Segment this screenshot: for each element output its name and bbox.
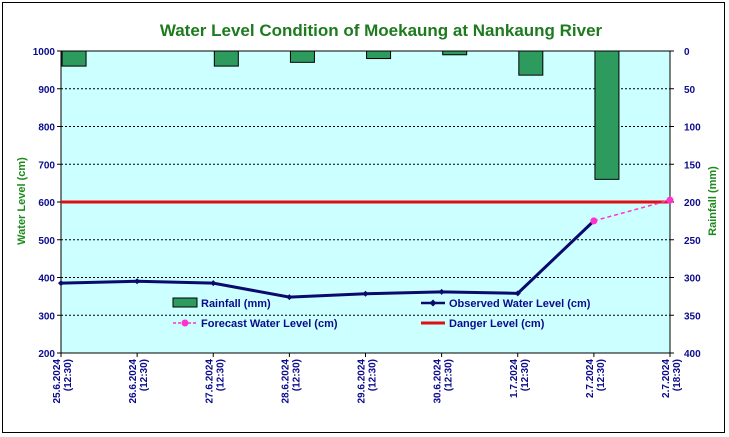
y-tick-label: 800	[38, 123, 55, 134]
observed-point	[58, 280, 64, 287]
legend-marker-forecast	[181, 319, 189, 327]
y2-tick-label: 200	[684, 198, 701, 209]
observed-point	[134, 278, 141, 285]
plot-area: 200 300 400 500 600 700 800 900 1000 0 50 100 150 200…	[33, 47, 701, 404]
y-axis-title: Water Level (cm)	[16, 157, 28, 245]
legend-marker-observed	[429, 299, 437, 307]
observed-water-level-line	[60, 219, 595, 299]
x-tick-label: 26.6.2024(12:30)	[128, 359, 150, 404]
observed-point	[438, 288, 445, 295]
y-tick-label: 1000	[33, 47, 56, 58]
y2-tick-label: 400	[684, 349, 701, 360]
y-tick-label: 400	[38, 274, 55, 285]
rainfall-bar	[518, 50, 544, 76]
y-tick-label: 500	[38, 236, 55, 247]
y-tick-label: 700	[38, 160, 55, 171]
observed-point	[286, 294, 293, 301]
rainfall-bar	[594, 50, 620, 180]
rainfall-bar	[289, 50, 315, 63]
rainfall-bar	[366, 50, 392, 60]
legend-label: Danger Level (cm)	[449, 318, 545, 330]
observed-point	[514, 290, 521, 297]
legend-label: Rainfall (mm)	[201, 298, 271, 310]
forecast-point	[590, 217, 598, 225]
chart: Water Level Condition of Moekaung at Nan…	[16, 21, 719, 404]
y2-axis-title: Rainfall (mm)	[707, 166, 719, 236]
y2-tick-label: 100	[684, 123, 701, 134]
x-tick-label: 30.6.2024(12:30)	[433, 359, 455, 404]
y2-tick-label: 50	[684, 85, 696, 96]
y-tick-label: 200	[38, 349, 55, 360]
x-tick-label: 28.6.2024(12:30)	[280, 359, 302, 404]
forecast-water-level-line	[593, 199, 671, 222]
y2-tick-label: 300	[684, 274, 701, 285]
y-tick-label: 300	[38, 311, 55, 322]
rainfall-bar	[442, 50, 468, 56]
x-tick-label: 27.6.2024(12:30)	[204, 359, 226, 404]
x-tick-label: 1.7.2024(12:30)	[509, 359, 531, 398]
y2-tick-label: 350	[684, 311, 701, 322]
rainfall-bar	[61, 50, 87, 67]
x-tick-label: 2.7.2024(12:30)	[585, 359, 607, 398]
y2-tick-label: 0	[684, 47, 690, 58]
rainfall-bar	[213, 50, 239, 67]
legend-label: Forecast Water Level (cm)	[201, 318, 338, 330]
y-tick-label: 900	[38, 85, 55, 96]
observed-point	[210, 280, 217, 287]
x-tick-label: 25.6.2024(12:30)	[52, 359, 74, 404]
legend-label: Observed Water Level (cm)	[449, 298, 591, 310]
legend: Rainfall (mm) Observed Water Level (cm) Fo…	[172, 297, 591, 330]
forecast-point	[666, 196, 674, 204]
chart-frame: Water Level Condition of Moekaung at Nan…	[2, 2, 725, 433]
x-tick-label: 29.6.2024(12:30)	[357, 359, 379, 404]
y2-tick-label: 150	[684, 160, 701, 171]
x-tick-label: 2.7.2024(18:30)	[661, 359, 683, 398]
y-tick-label: 600	[38, 198, 55, 209]
y2-tick-label: 250	[684, 236, 701, 247]
chart-title: Water Level Condition of Moekaung at Nan…	[160, 21, 603, 40]
observed-point	[362, 290, 369, 297]
legend-swatch-rainfall	[172, 297, 198, 308]
